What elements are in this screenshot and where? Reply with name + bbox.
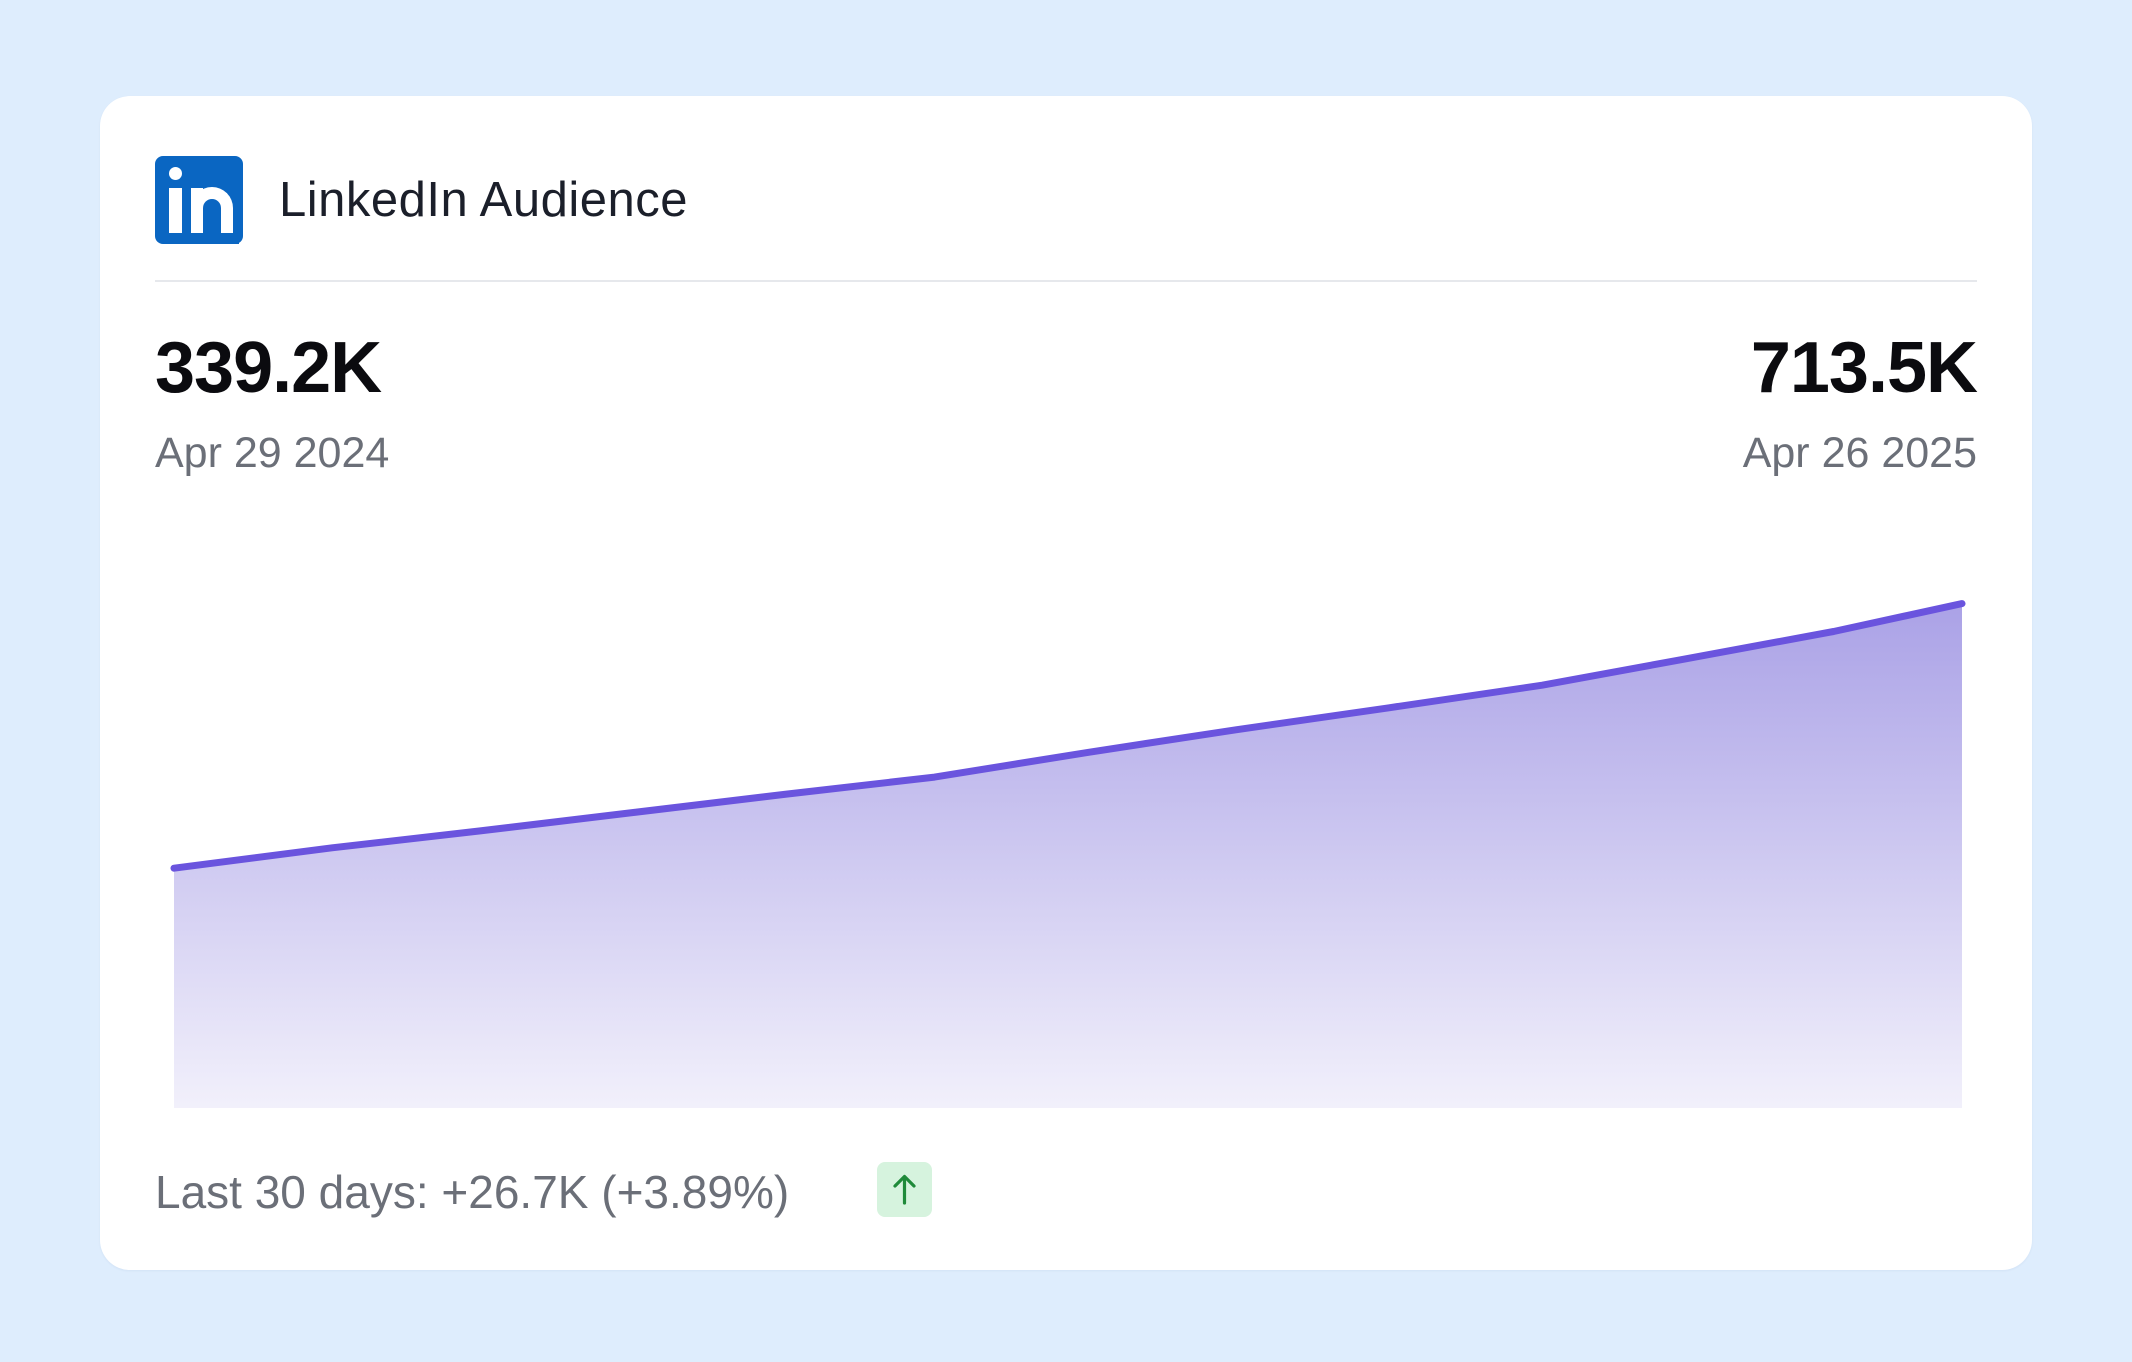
end-stat: 713.5K Apr 26 2025 — [1742, 324, 1978, 480]
data-point — [931, 774, 938, 781]
card-header: LinkedIn Audience — [155, 156, 1977, 282]
data-point — [1830, 628, 1837, 635]
card-title: LinkedIn Audience — [279, 173, 688, 227]
trend-badge — [877, 1162, 932, 1217]
data-point — [477, 827, 484, 834]
data-point — [1232, 726, 1239, 733]
arrow-up-icon — [893, 1174, 916, 1205]
data-point — [1386, 704, 1392, 711]
last-30-days-summary: Last 30 days: +26.7K (+3.89%) — [155, 1166, 790, 1218]
start-value: 339.2K — [155, 328, 382, 408]
series-area — [174, 603, 1962, 1108]
data-point — [1084, 749, 1091, 756]
data-point — [1539, 682, 1546, 689]
end-value: 713.5K — [1750, 328, 1978, 408]
end-date: Apr 26 2025 — [1742, 429, 1977, 477]
linkedin-icon — [155, 156, 243, 244]
linkedin-audience-card: LinkedIn Audience 339.2K Apr 29 2024 713… — [100, 96, 2032, 1270]
data-point — [1677, 656, 1684, 663]
start-stat: 339.2K Apr 29 2024 — [155, 324, 389, 480]
data-point — [329, 844, 336, 851]
data-point — [1959, 600, 1965, 607]
data-point — [783, 791, 790, 798]
data-point — [630, 809, 637, 816]
audience-area-chart — [170, 600, 1966, 1108]
start-date: Apr 29 2024 — [155, 429, 390, 477]
data-point — [171, 865, 177, 872]
